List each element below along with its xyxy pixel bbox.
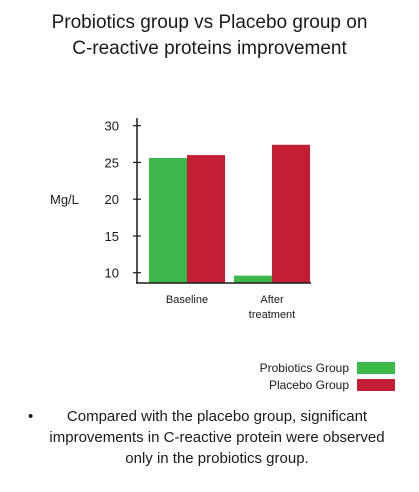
y-tick-label-30: 30 <box>105 119 119 134</box>
y-tick-label-15: 15 <box>105 229 119 244</box>
bar-probiotics-after-treatment <box>234 275 272 283</box>
bars-layer <box>149 144 310 283</box>
bar-placebo-after-treatment <box>272 144 310 283</box>
legend: Probiotics Group Placebo Group <box>260 360 395 394</box>
axes-layer <box>136 118 311 284</box>
y-tick-label-25: 25 <box>105 155 119 170</box>
conclusion-note: • Compared with the placebo group, signi… <box>28 406 388 469</box>
bullet-icon: • <box>28 408 34 425</box>
legend-item-probiotics: Probiotics Group <box>260 360 395 376</box>
bar-placebo-baseline <box>187 155 225 283</box>
y-ticks-layer: 10 15 20 25 30 <box>105 119 141 281</box>
legend-label-probiotics: Probiotics Group <box>259 361 349 375</box>
legend-swatch-placebo <box>357 379 395 391</box>
bar-chart: Mg/L 10 15 20 25 30 Baseline After treatment <box>50 118 311 321</box>
conclusion-text: Compared with the placebo group, signifi… <box>49 408 385 467</box>
x-tick-label-baseline: Baseline <box>166 294 208 306</box>
y-axis-label: Mg/L <box>50 192 79 207</box>
y-tick-label-10: 10 <box>105 266 119 281</box>
legend-swatch-probiotics <box>357 362 395 374</box>
chart-title: Probiotics group vs Placebo group on C-r… <box>0 10 419 62</box>
legend-label-placebo: Placebo Group <box>268 378 349 392</box>
x-tick-label-after-treatment: After treatment <box>249 294 295 321</box>
bar-probiotics-baseline <box>149 158 187 283</box>
x-labels-layer: Baseline After treatment <box>166 294 295 321</box>
y-tick-label-20: 20 <box>105 192 119 207</box>
chart-title-line-1: Probiotics group vs Placebo group on <box>51 12 368 33</box>
legend-item-placebo: Placebo Group <box>260 377 395 393</box>
chart-title-line-2: C-reactive proteins improvement <box>72 38 347 59</box>
